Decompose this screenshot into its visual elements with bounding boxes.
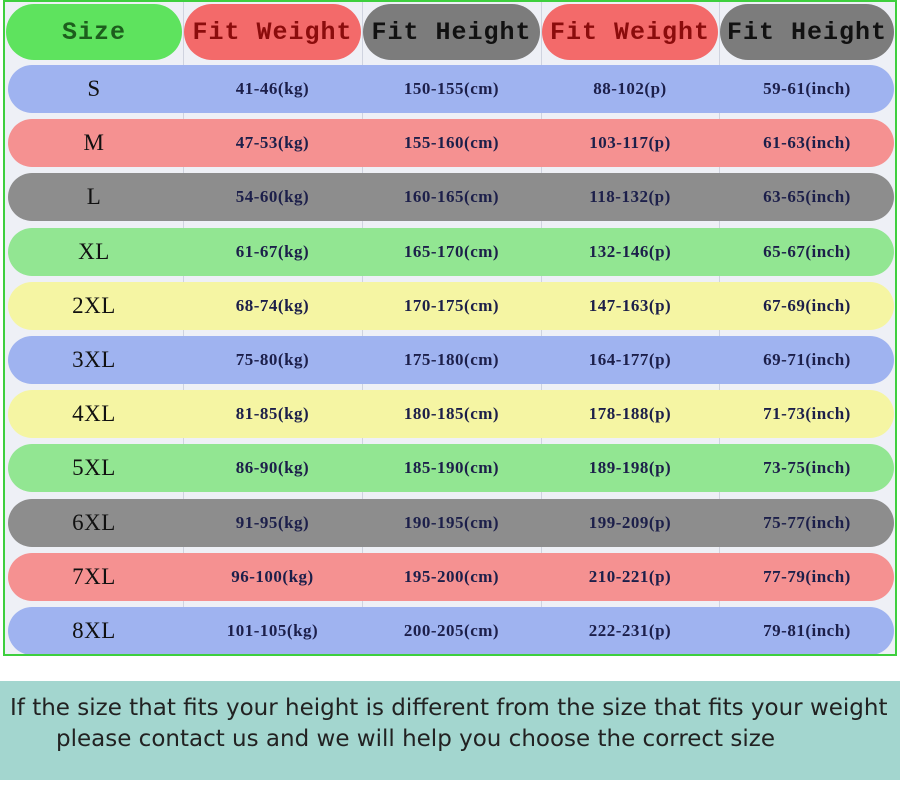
table-cell: 61-63(inch) (763, 133, 851, 153)
table-cell: 5XL (72, 455, 116, 481)
table-cell: 68-74(kg) (235, 295, 310, 315)
row-band (8, 498, 894, 547)
header-cell: Fit Weight (184, 4, 361, 60)
table-cell: 7XL (72, 563, 116, 589)
table-cell: 86-90(kg) (235, 458, 310, 478)
table-cell: 75-77(inch) (763, 512, 851, 532)
note-line: please contact us and we will help you c… (56, 726, 775, 752)
table-cell: 101-105(kg) (226, 621, 319, 640)
table-cell: 59-61(inch) (763, 79, 851, 98)
table-cell: 195-200(cm) (403, 566, 500, 586)
table-cell: 65-67(inch) (763, 241, 851, 261)
table-cell: 165-170(cm) (403, 241, 500, 261)
table-cell: 160-165(cm) (403, 187, 500, 207)
note-line: If the size that fits your height is dif… (10, 695, 888, 721)
table-cell: 73-75(inch) (763, 458, 851, 478)
table-cell: 67-69(inch) (763, 295, 851, 315)
header-cell: Size (6, 4, 182, 60)
table-cell: 69-71(inch) (763, 350, 851, 369)
table-cell: 88-102(p) (593, 79, 667, 98)
header-cell: Fit Weight (542, 4, 718, 60)
table-cell: 77-79(inch) (763, 566, 851, 586)
table-cell: 63-65(inch) (763, 187, 851, 207)
table-cell: 79-81(inch) (763, 621, 851, 640)
table-cell: 178-188(p) (588, 404, 672, 424)
row-band (8, 336, 894, 384)
table-cell: XL (78, 238, 110, 264)
table-cell: 132-146(p) (588, 241, 672, 261)
table-cell: 199-209(p) (588, 512, 672, 532)
row-band (8, 444, 894, 493)
row-band (8, 173, 894, 222)
table-cell: 47-53(kg) (235, 133, 310, 153)
table-cell: 103-117(p) (589, 133, 671, 153)
table-cell: 147-163(p) (588, 295, 672, 315)
table-cell: 200-205(cm) (403, 621, 500, 640)
table-cell: 175-180(cm) (403, 350, 500, 369)
table-cell: 222-231(p) (588, 621, 672, 640)
table-cell: 61-67(kg) (235, 241, 310, 261)
table-cell: 96-100(kg) (231, 566, 314, 586)
row-band (8, 281, 894, 330)
table-cell: 6XL (72, 509, 116, 535)
table-cell: 118-132(p) (589, 187, 671, 207)
table-cell: 4XL (72, 401, 116, 427)
table-cell: 81-85(kg) (235, 404, 310, 424)
table-cell: 190-195(cm) (403, 512, 500, 532)
row-band (8, 607, 894, 654)
table-cell: 41-46(kg) (235, 79, 310, 98)
table-cell: 8XL (72, 618, 116, 643)
table-cell: 164-177(p) (588, 350, 672, 369)
table-cell: 185-190(cm) (403, 458, 500, 478)
row-band (8, 227, 894, 276)
row-band (8, 119, 894, 168)
table-cell: 170-175(cm) (403, 295, 500, 315)
note-box: If the size that fits your height is dif… (0, 681, 900, 780)
table-cell: 155-160(cm) (403, 133, 500, 153)
table-cell: S (87, 76, 101, 101)
header-cell: Fit Height (720, 4, 894, 60)
table-cell: 75-80(kg) (235, 350, 310, 369)
table-cell: 180-185(cm) (403, 404, 500, 424)
table-cell: M (83, 130, 105, 156)
row-band (8, 552, 894, 601)
table-cell: 189-198(p) (588, 458, 672, 478)
size-table: Size Fit Weight Fit Height Fit Weight Fit He… (3, 0, 897, 656)
table-cell: L (86, 184, 102, 210)
table-cell: 71-73(inch) (763, 404, 851, 424)
row-band (8, 65, 894, 113)
table-cell: 210-221(p) (588, 566, 672, 586)
table-cell: 54-60(kg) (235, 187, 310, 207)
table-cell: 3XL (72, 347, 116, 372)
table-cell: 2XL (72, 292, 116, 318)
table-cell: 91-95(kg) (235, 512, 310, 532)
header-cell: Fit Height (363, 4, 540, 60)
table-cell: 150-155(cm) (403, 79, 500, 98)
row-band (8, 390, 894, 439)
